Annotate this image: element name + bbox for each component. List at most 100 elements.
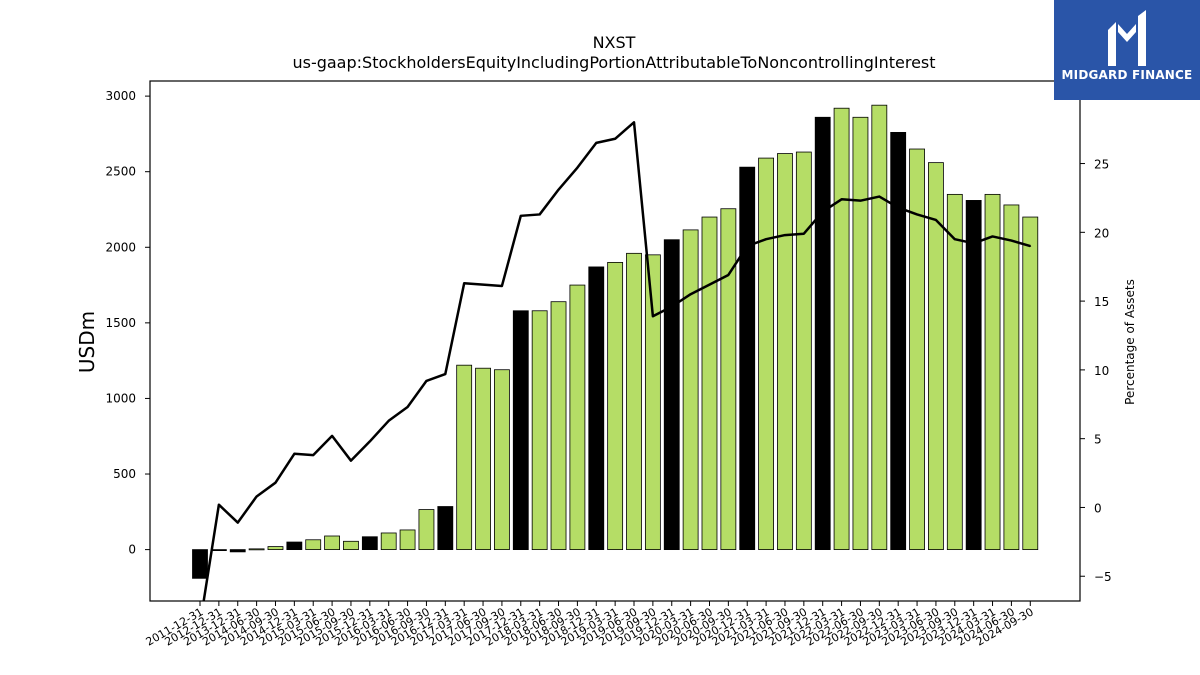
bar: [361, 536, 378, 551]
bar: [720, 208, 737, 551]
line-point: [708, 283, 711, 286]
bar: [909, 148, 925, 551]
bar: [701, 216, 718, 551]
bar: [626, 252, 642, 551]
line-point: [255, 495, 258, 498]
line-point: [878, 195, 881, 198]
line-point: [538, 213, 541, 216]
line-point: [614, 137, 616, 140]
line-point: [954, 238, 956, 241]
line-point: [935, 219, 937, 221]
bar: [795, 151, 812, 551]
bar: [286, 541, 303, 551]
bar: [210, 549, 227, 552]
logo-mark-icon: [1108, 10, 1146, 66]
y-tick-label: 1000: [105, 391, 136, 405]
y-tick-label: 2000: [105, 240, 136, 254]
line-point: [312, 454, 315, 456]
bar: [418, 509, 435, 551]
bar: [248, 548, 265, 551]
bar-series: [192, 104, 1039, 579]
y-tick-label: 500: [113, 467, 136, 481]
line-series: [202, 121, 1032, 601]
y2-tick-label: 10: [1094, 364, 1109, 378]
line-point: [463, 282, 465, 285]
line-point: [331, 435, 333, 437]
bar: [965, 200, 982, 551]
line-point: [727, 274, 730, 276]
line-point: [595, 142, 598, 144]
line-point: [840, 198, 843, 201]
bar: [229, 549, 246, 553]
bar: [833, 107, 850, 551]
y2-axis-label: Percentage of Assets: [1123, 279, 1137, 405]
line-point: [406, 406, 409, 408]
bar: [663, 239, 680, 551]
line-point: [689, 293, 692, 296]
y-tick-label: 3000: [105, 89, 136, 103]
line-point: [765, 238, 767, 241]
line-point: [991, 235, 994, 238]
bar: [946, 193, 963, 551]
y2-tick-label: 5: [1094, 433, 1102, 447]
line-point: [501, 285, 503, 287]
line-point: [444, 373, 447, 375]
bar: [267, 546, 284, 551]
bar: [324, 535, 340, 551]
line-point: [859, 199, 862, 202]
line-point: [746, 245, 749, 247]
line-point: [1029, 245, 1032, 247]
chart-subtitle: us-gaap:StockholdersEquityIncludingPorti…: [292, 53, 935, 72]
line-point: [916, 213, 918, 216]
bar: [739, 166, 756, 551]
bar: [814, 116, 831, 551]
line-point: [821, 210, 824, 213]
line-point: [1010, 239, 1013, 242]
line-point: [633, 121, 635, 124]
y-tick-label: 1500: [105, 316, 136, 330]
line-point: [369, 440, 371, 443]
line-point: [803, 232, 805, 235]
bar: [682, 229, 699, 551]
y-tick-label: 0: [128, 543, 136, 557]
bar: [607, 261, 624, 551]
line-point: [236, 521, 239, 524]
bar: [192, 549, 208, 579]
chart-title: NXST: [593, 33, 636, 52]
y2-tick-label: −5: [1094, 570, 1112, 584]
line-point: [274, 481, 277, 484]
bar: [475, 367, 491, 551]
bar: [1022, 216, 1039, 551]
line-point: [387, 419, 390, 422]
y2-tick-label: 25: [1094, 158, 1109, 172]
line-point: [784, 234, 786, 236]
bar: [512, 310, 529, 551]
bar: [928, 162, 944, 551]
bar: [1003, 204, 1020, 551]
line-point: [519, 215, 522, 217]
line-point: [670, 305, 673, 308]
y2-tick-label: 15: [1094, 295, 1109, 309]
line-point: [482, 283, 484, 286]
bar: [984, 193, 1001, 551]
bar: [437, 506, 454, 551]
bar: [758, 157, 774, 551]
bar: [531, 310, 548, 551]
line-point: [652, 315, 654, 318]
line-point: [293, 453, 296, 455]
logo-text: MIDGARD FINANCE: [1061, 68, 1193, 82]
y-tick-label: 2500: [105, 165, 136, 179]
brand-logo: MIDGARD FINANCE: [1054, 0, 1200, 100]
line-point: [897, 206, 899, 209]
y-axis-label: USDm: [75, 311, 99, 373]
line-point: [218, 503, 220, 506]
bar: [569, 284, 586, 551]
bar: [343, 540, 359, 551]
y2-tick-label: 0: [1094, 501, 1102, 515]
bar: [777, 153, 793, 551]
y2-tick-label: 20: [1094, 226, 1109, 240]
axes: 050010001500200025003000−505101520252011…: [105, 80, 1112, 649]
bar: [550, 301, 567, 551]
bar: [644, 254, 661, 551]
